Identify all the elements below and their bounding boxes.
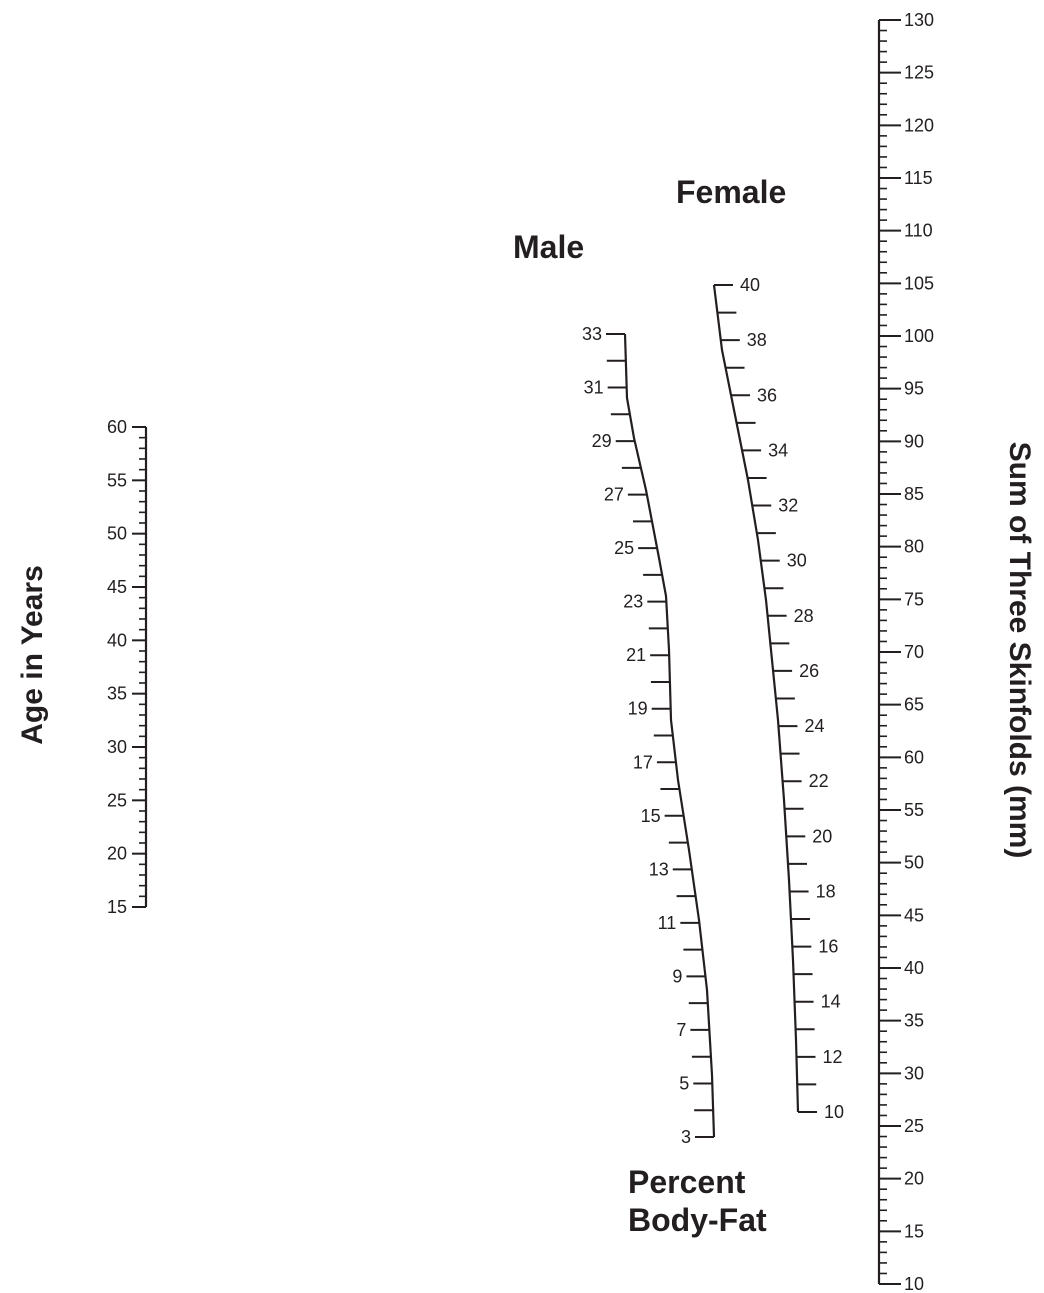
female-curve xyxy=(712,284,800,1113)
male-tick-label: 3 xyxy=(681,1127,691,1147)
skinfold-tick-label: 30 xyxy=(904,1063,924,1083)
age-tick-label: 30 xyxy=(107,737,127,757)
age-tick-label: 25 xyxy=(107,790,127,810)
female-tick-label: 14 xyxy=(821,992,841,1012)
female-tick-label: 28 xyxy=(794,606,814,626)
female-tick-label: 40 xyxy=(740,275,760,295)
female-tick-label: 34 xyxy=(768,440,788,460)
age-tick-label: 45 xyxy=(107,577,127,597)
skinfold-tick-label: 20 xyxy=(904,1169,924,1189)
male-tick-label: 13 xyxy=(649,859,669,879)
skinfold-axis-title: Sum of Three Skinfolds (mm) xyxy=(1003,442,1036,859)
female-tick-label: 26 xyxy=(799,661,819,681)
age-tick-label: 55 xyxy=(107,470,127,490)
skinfold-tick-label: 90 xyxy=(904,431,924,451)
age-tick-label: 50 xyxy=(107,524,127,544)
male-tick-label: 27 xyxy=(604,485,624,505)
female-tick-label: 16 xyxy=(818,937,838,957)
skinfold-tick-label: 45 xyxy=(904,905,924,925)
skinfold-tick-label: 80 xyxy=(904,537,924,557)
male-body-fat-scale: 3 5 7 9 11 13 15 17 19 21 23 25 27 29 31 33 xyxy=(582,324,716,1147)
skinfold-tick-label: 115 xyxy=(904,168,933,188)
skinfold-scale: 10 15 20 25 30 35 40 45 50 55 60 65 70 75 80 85 90 95 100 1… xyxy=(877,10,934,1293)
female-tick-label: 32 xyxy=(778,496,798,516)
male-tick-label: 19 xyxy=(628,699,648,719)
skinfold-tick-label: 75 xyxy=(904,589,924,609)
female-tick-label: 22 xyxy=(809,771,829,791)
body-fat-label-line1: Percent xyxy=(628,1164,746,1200)
age-tick-label: 35 xyxy=(107,684,127,704)
male-tick-label: 17 xyxy=(633,752,653,772)
body-fat-label-line2: Body-Fat xyxy=(628,1202,767,1238)
skinfold-tick-label: 120 xyxy=(904,115,934,135)
male-tick-label: 25 xyxy=(614,538,634,558)
male-tick-label: 7 xyxy=(676,1020,686,1040)
female-tick-label: 30 xyxy=(787,551,807,571)
skinfold-tick-label: 60 xyxy=(904,747,924,767)
skinfold-tick-label: 10 xyxy=(904,1274,924,1293)
male-curve xyxy=(623,333,716,1138)
female-body-fat-scale: 10 12 14 16 18 20 22 24 26 28 30 32 34 36 38 40 xyxy=(712,275,844,1122)
skinfold-tick-label: 70 xyxy=(904,642,924,662)
skinfold-tick-label: 85 xyxy=(904,484,924,504)
skinfold-tick-label: 25 xyxy=(904,1116,924,1136)
male-tick-label: 21 xyxy=(626,645,646,665)
male-tick-label: 31 xyxy=(584,378,604,398)
female-tick-label: 36 xyxy=(757,385,777,405)
male-tick-label: 5 xyxy=(679,1073,689,1093)
age-scale: 15 20 25 30 35 40 45 50 55 60 xyxy=(107,417,148,917)
female-tick-label: 24 xyxy=(804,716,824,736)
skinfold-tick-label: 110 xyxy=(904,221,933,241)
female-tick-label: 10 xyxy=(824,1102,844,1122)
skinfold-tick-label: 35 xyxy=(904,1011,924,1031)
male-tick-label: 9 xyxy=(672,966,682,986)
skinfold-tick-label: 55 xyxy=(904,800,924,820)
age-tick-label: 15 xyxy=(107,897,127,917)
female-tick-label: 18 xyxy=(816,881,836,901)
skinfold-tick-label: 130 xyxy=(904,10,934,30)
age-axis-title: Age in Years xyxy=(16,565,49,745)
skinfold-tick-label: 15 xyxy=(904,1221,924,1241)
age-tick-label: 20 xyxy=(107,844,127,864)
skinfold-tick-label: 125 xyxy=(904,63,934,83)
male-tick-label: 15 xyxy=(641,806,661,826)
skinfold-tick-label: 95 xyxy=(904,379,924,399)
age-tick-label: 40 xyxy=(107,630,127,650)
male-tick-label: 33 xyxy=(582,324,602,344)
age-tick-label: 60 xyxy=(107,417,127,437)
male-tick-label: 11 xyxy=(658,913,677,933)
male-label: Male xyxy=(513,229,584,265)
female-tick-label: 12 xyxy=(822,1047,842,1067)
skinfold-tick-label: 65 xyxy=(904,695,924,715)
male-tick-label: 23 xyxy=(623,592,643,612)
female-tick-label: 38 xyxy=(747,330,767,350)
skinfold-tick-label: 100 xyxy=(904,326,934,346)
skinfold-tick-label: 40 xyxy=(904,958,924,978)
female-label: Female xyxy=(676,174,786,210)
male-tick-label: 29 xyxy=(592,431,612,451)
skinfold-tick-label: 105 xyxy=(904,273,934,293)
skinfold-tick-label: 50 xyxy=(904,853,924,873)
female-tick-label: 20 xyxy=(812,826,832,846)
